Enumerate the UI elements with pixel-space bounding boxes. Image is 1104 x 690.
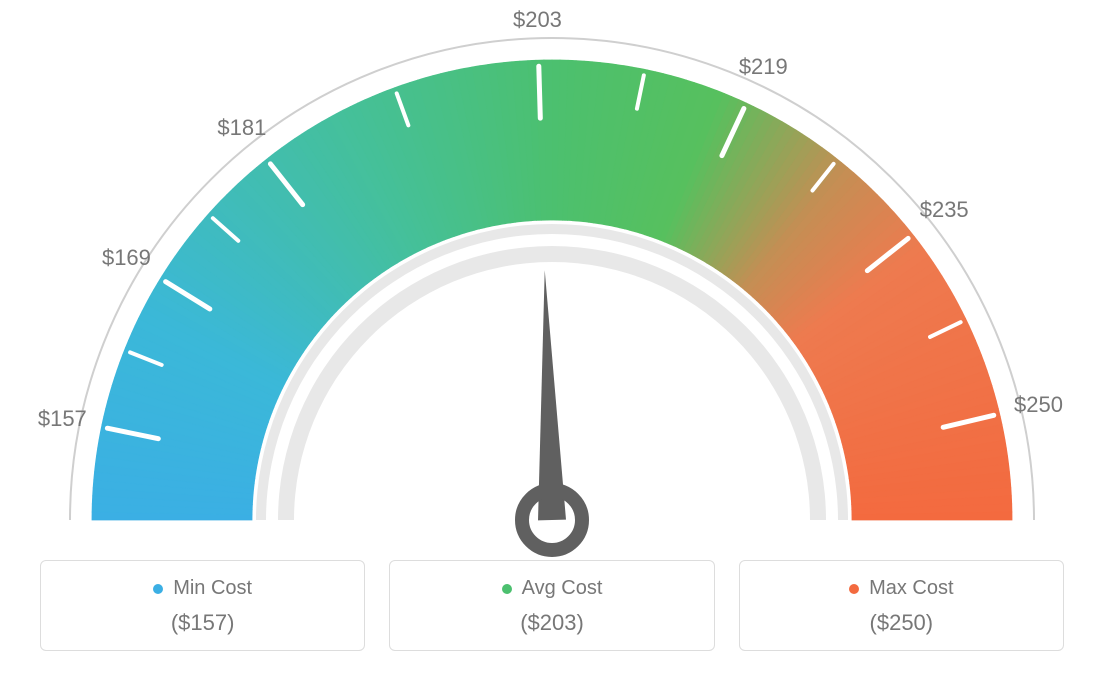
legend-title-min: Min Cost [153, 577, 252, 600]
gauge-chart: $157 $169 $181 $203 $219 $235 $250 [0, 0, 1104, 560]
gauge-tick-label: $235 [920, 197, 969, 223]
gauge-tick-label: $203 [513, 7, 562, 33]
legend-title-label: Max Cost [869, 577, 953, 600]
legend-row: Min Cost ($157) Avg Cost ($203) Max Cost… [0, 560, 1104, 671]
gauge-tick-label: $181 [217, 115, 266, 141]
legend-title-avg: Avg Cost [502, 577, 603, 600]
dot-icon [849, 584, 859, 594]
legend-value-min: ($157) [49, 610, 356, 636]
dot-icon [153, 584, 163, 594]
legend-title-label: Min Cost [173, 577, 252, 600]
legend-card-max: Max Cost ($250) [739, 560, 1064, 651]
gauge-tick-label: $169 [102, 245, 151, 271]
gauge-svg [0, 0, 1104, 560]
gauge-tick-label: $250 [1014, 392, 1063, 418]
legend-title-label: Avg Cost [522, 577, 603, 600]
gauge-tick-label: $157 [38, 406, 87, 432]
gauge-tick-label: $219 [739, 54, 788, 80]
legend-card-avg: Avg Cost ($203) [389, 560, 714, 651]
legend-value-avg: ($203) [398, 610, 705, 636]
legend-value-max: ($250) [748, 610, 1055, 636]
legend-card-min: Min Cost ($157) [40, 560, 365, 651]
dot-icon [502, 584, 512, 594]
legend-title-max: Max Cost [849, 577, 953, 600]
